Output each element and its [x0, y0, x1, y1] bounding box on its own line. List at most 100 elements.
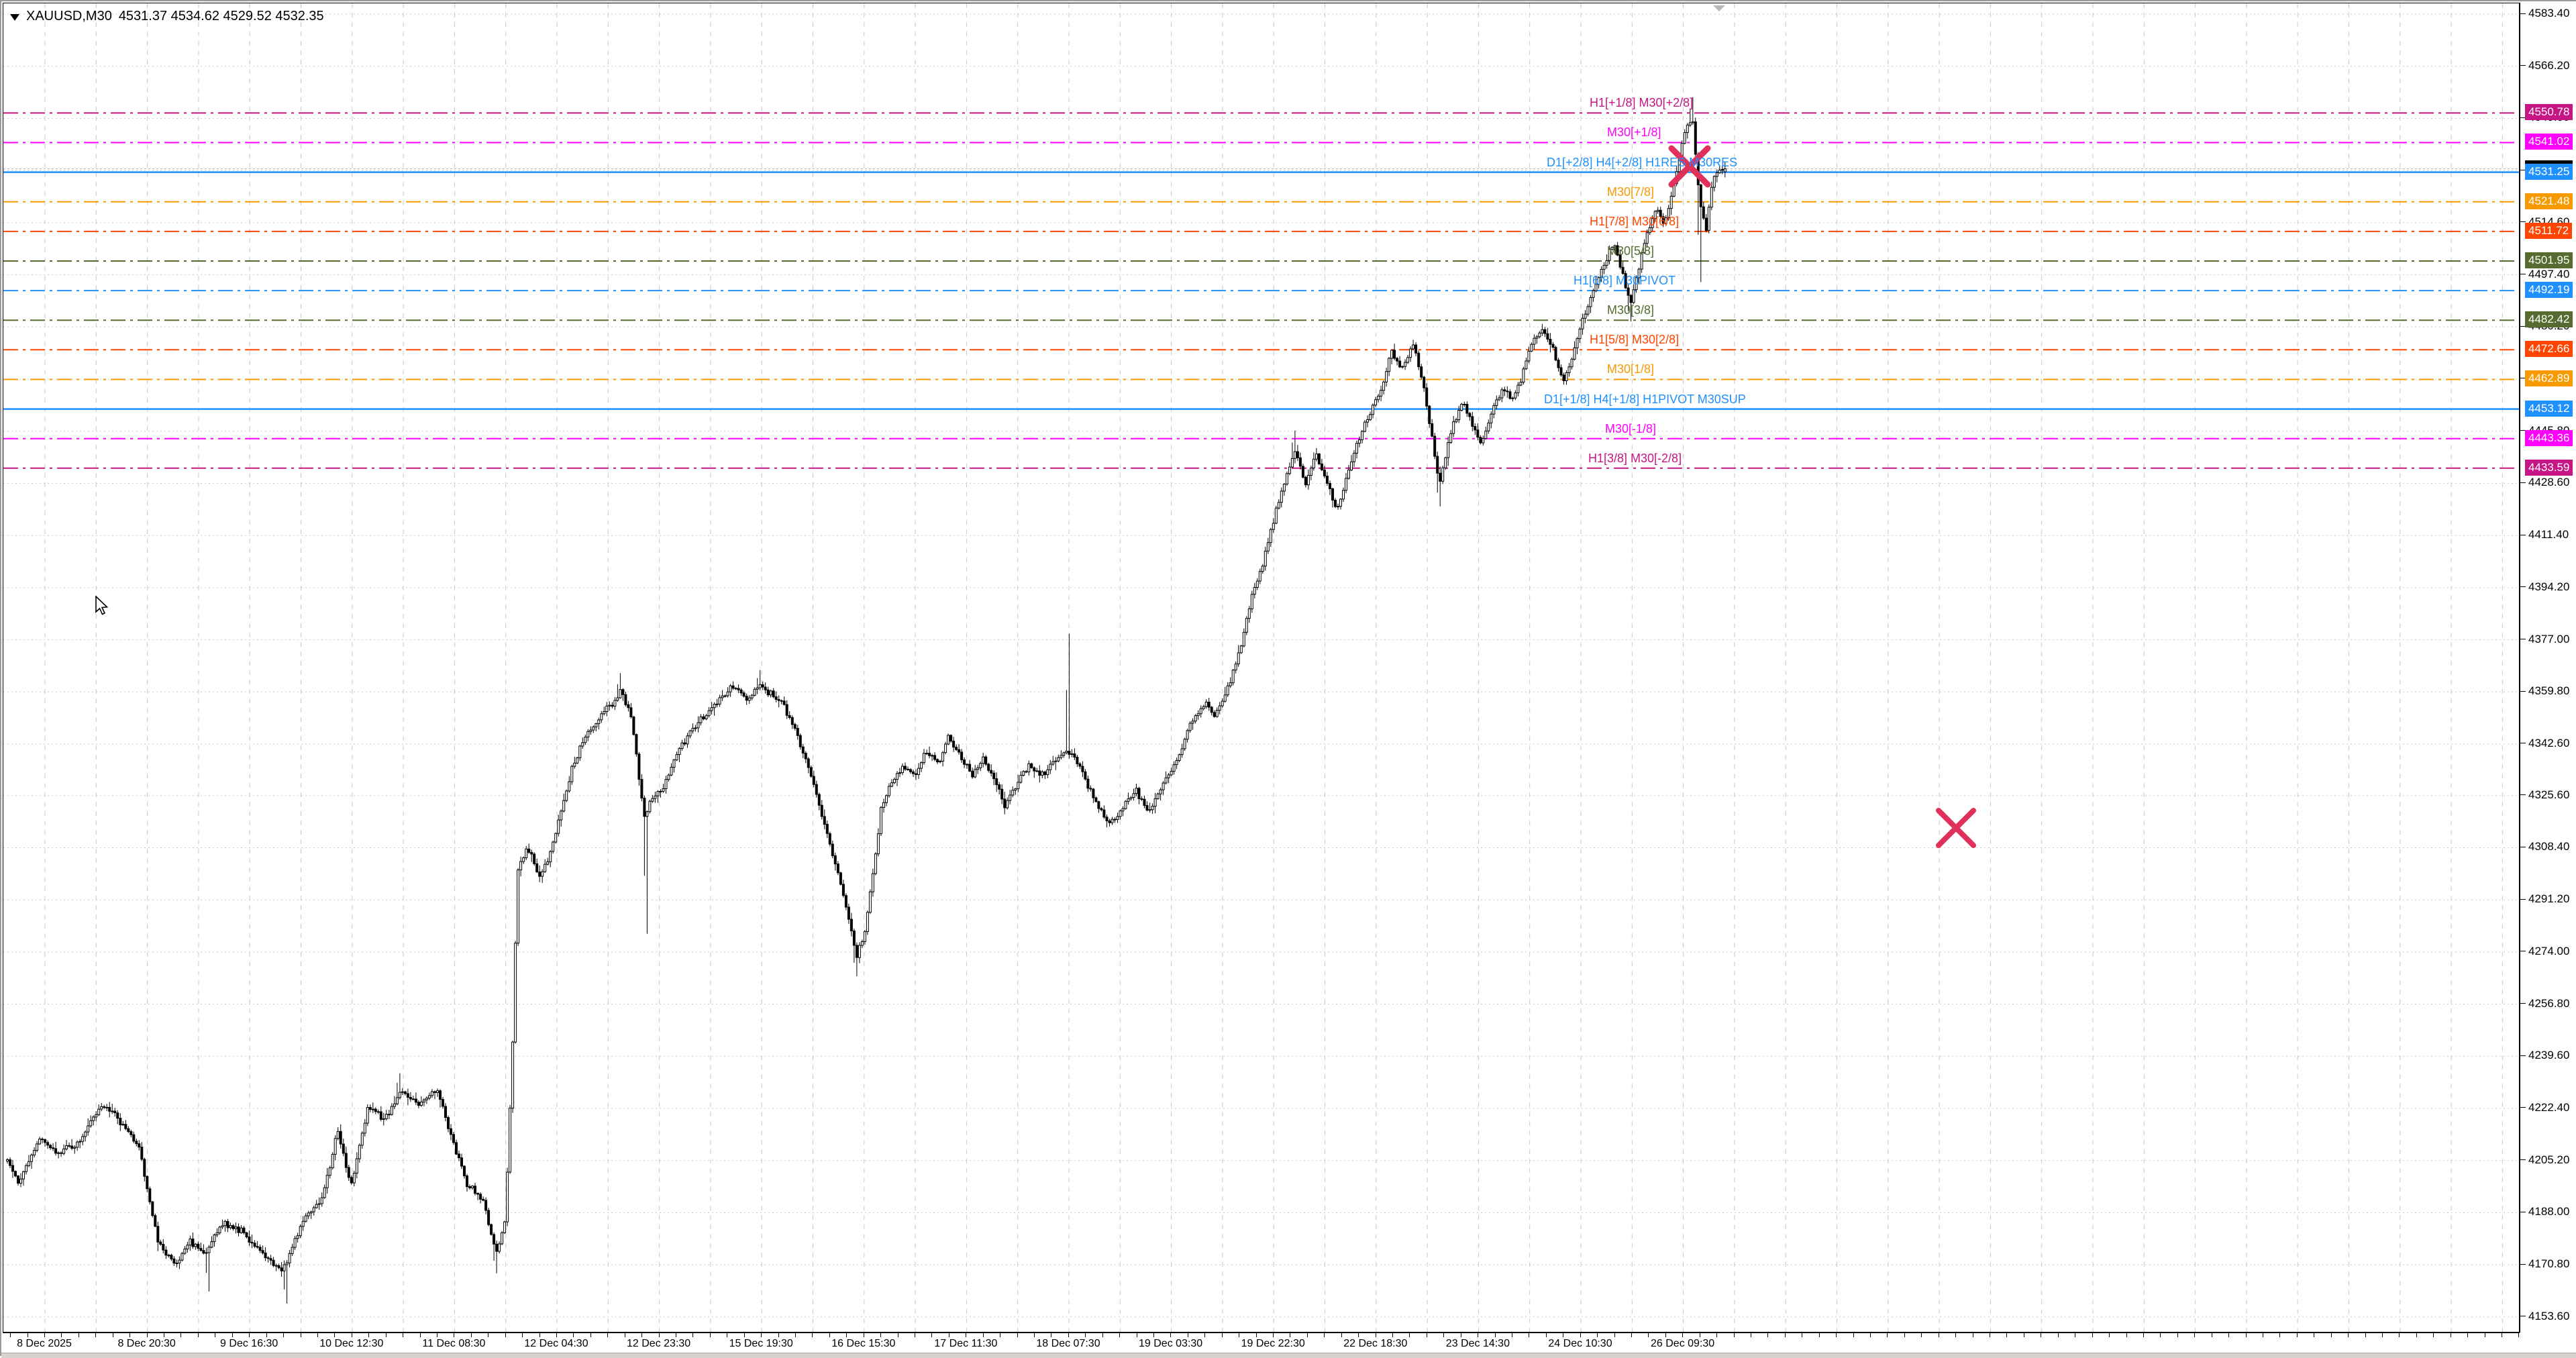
candle [1471, 416, 1474, 427]
candle [855, 945, 858, 958]
candle [560, 811, 563, 821]
candle [1581, 317, 1584, 329]
price-tick-mark [2520, 65, 2526, 66]
time-tick-mark [470, 1333, 472, 1337]
candle [1460, 404, 1463, 411]
price-tick-mark [2520, 1055, 2526, 1056]
symbol-dropdown-icon[interactable] [10, 13, 19, 21]
candle [490, 1224, 493, 1235]
candle [447, 1117, 450, 1129]
candle [113, 1110, 117, 1113]
candle [439, 1090, 442, 1100]
price-level-label: 4492.19 [2525, 282, 2573, 299]
candle [458, 1153, 460, 1159]
price-axis[interactable]: 4583.404566.204549.004531.804514.604497.… [2520, 3, 2576, 1333]
candle [576, 758, 579, 764]
candle [909, 769, 912, 772]
candle [793, 724, 796, 729]
time-tick-mark [334, 1333, 336, 1337]
candle [1084, 771, 1087, 780]
candle [1573, 348, 1576, 360]
candle [1105, 817, 1109, 821]
time-tick-mark [1102, 1333, 1103, 1337]
candle [148, 1188, 152, 1202]
candle [1637, 268, 1641, 278]
candle [1495, 399, 1498, 407]
candle [25, 1165, 28, 1172]
candle [758, 684, 762, 688]
candle [1282, 484, 1286, 492]
candle [1081, 766, 1084, 772]
candle [1264, 550, 1267, 567]
price-chart-canvas[interactable] [3, 3, 2519, 1332]
chart-shift-marker-icon[interactable] [1713, 5, 1725, 11]
candle [920, 762, 923, 769]
candle [686, 735, 689, 745]
candle [1070, 753, 1074, 755]
candle [1301, 466, 1304, 478]
candle [1280, 490, 1283, 503]
candle [253, 1243, 256, 1247]
candle [1035, 770, 1039, 772]
candle [14, 1171, 17, 1177]
candle [41, 1139, 44, 1141]
candle [223, 1220, 227, 1226]
candle [654, 795, 657, 799]
candle [992, 772, 996, 780]
candle [941, 752, 945, 762]
time-tick-label: 10 Dec 12:30 [319, 1338, 384, 1349]
candle [1116, 816, 1119, 820]
candle [1398, 360, 1402, 368]
candle [809, 767, 813, 777]
candle [1309, 468, 1312, 476]
candle [1191, 721, 1194, 724]
candle [1576, 338, 1579, 349]
candle [1385, 371, 1388, 382]
time-tick-mark [2177, 1333, 2178, 1337]
candle [1003, 798, 1007, 808]
time-tick-mark [2296, 1333, 2298, 1337]
candle [608, 704, 611, 707]
candle [729, 685, 732, 692]
time-tick-mark [812, 1333, 813, 1337]
candle [146, 1176, 149, 1190]
time-tick-mark [2160, 1333, 2161, 1337]
candle [1498, 397, 1501, 401]
candle [1519, 382, 1523, 386]
candle [1183, 739, 1186, 749]
time-axis[interactable]: 8 Dec 2025 8 Dec 20:30 9 Dec 16:30 10 Dec 1… [3, 1333, 2520, 1353]
candle [1210, 707, 1213, 713]
candle [482, 1198, 485, 1201]
candle [119, 1118, 122, 1125]
candle [44, 1139, 47, 1143]
candle [250, 1241, 254, 1244]
candle [1618, 254, 1622, 268]
candle [1062, 752, 1066, 756]
price-tick-label: 4170.80 [2528, 1257, 2570, 1271]
x-mark-object[interactable] [1668, 145, 1711, 188]
window-bottom-edge [1, 1353, 2576, 1358]
candle [474, 1186, 476, 1194]
candle [1372, 405, 1374, 415]
candle [320, 1197, 323, 1204]
candle [191, 1239, 195, 1247]
murrey-level-label: M30[-1/8] [1605, 421, 1657, 435]
candle [282, 1264, 286, 1271]
candle [347, 1167, 350, 1178]
candle [1288, 466, 1291, 474]
x-mark-object[interactable] [1936, 808, 1976, 848]
candle [468, 1186, 471, 1188]
time-tick-mark [590, 1333, 591, 1337]
candle [87, 1125, 90, 1133]
candle [309, 1211, 313, 1214]
candle [613, 700, 617, 707]
murrey-level-label: M30[5/8] [1607, 244, 1655, 258]
candle [231, 1225, 235, 1229]
candle [17, 1176, 19, 1184]
chart-plot-area[interactable]: XAUUSD,M30 4531.37 4534.62 4529.52 4532.… [3, 3, 2520, 1333]
candle [291, 1247, 294, 1254]
mouse-cursor-icon [95, 596, 109, 615]
price-tick-label: 4205.20 [2528, 1153, 2570, 1166]
candle [1474, 426, 1477, 431]
candle [1390, 350, 1394, 359]
